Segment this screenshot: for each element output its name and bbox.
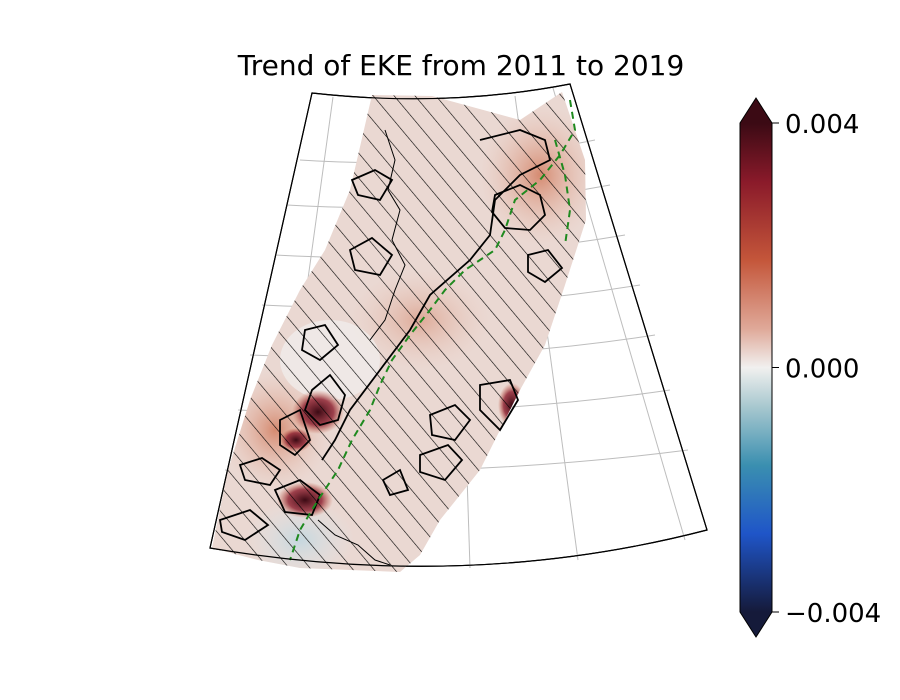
colorbar: 0.004 0.000 −0.004 [739,97,881,638]
colorbar-tick-label: −0.004 [785,599,881,629]
colorbar-extend-bottom [740,612,772,637]
colorbar-body [740,123,772,612]
map-panel [209,83,708,572]
isobath-line [289,99,577,561]
chart-title: Trend of EKE from 2011 to 2019 [237,49,685,82]
colorbar-tick-label: 0.004 [785,110,859,140]
colorbar-extend-top [740,98,772,123]
contour-lines [218,129,564,541]
colorbar-tick-label: 0.000 [785,355,859,385]
coastline [317,129,406,566]
